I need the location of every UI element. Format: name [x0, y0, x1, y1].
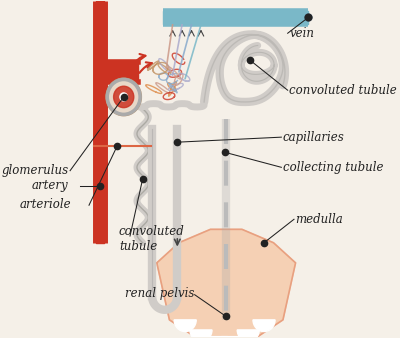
Circle shape [106, 78, 141, 115]
Text: collecting tubule: collecting tubule [283, 161, 384, 174]
Circle shape [114, 86, 134, 108]
Wedge shape [190, 330, 212, 338]
Text: glomerulus: glomerulus [1, 164, 68, 177]
Text: capillaries: capillaries [283, 131, 345, 144]
Polygon shape [157, 230, 296, 338]
Wedge shape [206, 337, 228, 338]
Wedge shape [253, 320, 275, 332]
Text: convoluted
tubule: convoluted tubule [119, 225, 185, 254]
Wedge shape [174, 320, 196, 332]
Wedge shape [237, 330, 259, 338]
Text: vein: vein [289, 27, 314, 40]
Circle shape [120, 93, 128, 101]
Text: convoluted tubule: convoluted tubule [289, 84, 397, 97]
Text: arteriole: arteriole [20, 198, 72, 211]
Text: medulla: medulla [296, 213, 343, 226]
Text: artery: artery [32, 179, 68, 192]
Text: renal pelvis: renal pelvis [125, 287, 195, 299]
Wedge shape [222, 337, 244, 338]
